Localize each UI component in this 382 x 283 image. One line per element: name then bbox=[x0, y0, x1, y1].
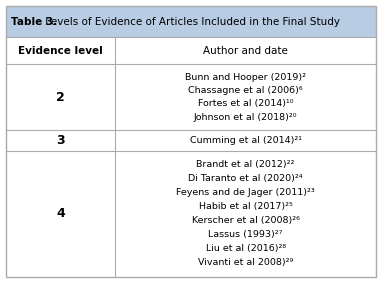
Text: 4: 4 bbox=[56, 207, 65, 220]
Text: Vivanti et al 2008)²⁹: Vivanti et al 2008)²⁹ bbox=[198, 258, 293, 267]
Text: Di Taranto et al (2020)²⁴: Di Taranto et al (2020)²⁴ bbox=[188, 174, 303, 183]
Text: Feyens and de Jager (2011)²³: Feyens and de Jager (2011)²³ bbox=[176, 188, 315, 198]
Text: Table 3.: Table 3. bbox=[11, 17, 57, 27]
Text: Levels of Evidence of Articles Included in the Final Study: Levels of Evidence of Articles Included … bbox=[42, 17, 340, 27]
Text: Lassus (1993)²⁷: Lassus (1993)²⁷ bbox=[209, 230, 283, 239]
Text: Bunn and Hooper (2019)²: Bunn and Hooper (2019)² bbox=[185, 73, 306, 82]
Bar bbox=[6, 6, 376, 37]
Text: Fortes et al (2014)¹⁰: Fortes et al (2014)¹⁰ bbox=[198, 100, 293, 108]
Text: 3: 3 bbox=[56, 134, 65, 147]
Text: Liu et al (2016)²⁸: Liu et al (2016)²⁸ bbox=[206, 245, 286, 254]
Text: 2: 2 bbox=[56, 91, 65, 104]
Text: Chassagne et al (2006)⁶: Chassagne et al (2006)⁶ bbox=[188, 86, 303, 95]
Text: Cumming et al (2014)²¹: Cumming et al (2014)²¹ bbox=[189, 136, 301, 145]
Text: Kerscher et al (2008)²⁶: Kerscher et al (2008)²⁶ bbox=[192, 216, 299, 226]
Text: Johnson et al (2018)²⁰: Johnson et al (2018)²⁰ bbox=[194, 113, 297, 122]
Text: Evidence level: Evidence level bbox=[18, 46, 103, 56]
Text: Author and date: Author and date bbox=[203, 46, 288, 56]
Text: Habib et al (2017)²⁵: Habib et al (2017)²⁵ bbox=[199, 202, 293, 211]
Text: Brandt et al (2012)²²: Brandt et al (2012)²² bbox=[196, 160, 295, 170]
